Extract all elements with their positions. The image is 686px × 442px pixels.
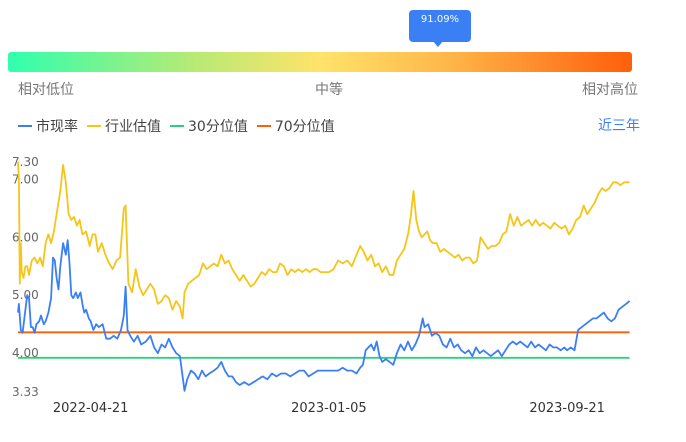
legend-label-p70: 70分位值 — [274, 119, 335, 135]
series-line-industry — [17, 161, 630, 320]
x-axis-ticks: 2022-04-21 2023-01-05 2023-09-21 — [53, 401, 605, 416]
mid-position-label: 中等 — [315, 82, 343, 98]
x-tick-label: 2023-09-21 — [529, 401, 605, 416]
high-position-label: 相对高位 — [582, 82, 638, 98]
chart-series — [17, 161, 631, 392]
x-tick-label: 2022-04-21 — [53, 401, 129, 416]
y-tick-label: 7.00 — [12, 172, 39, 186]
chart-legend: 市现率 行业估值 30分位值 70分位值 — [18, 116, 344, 136]
legend-swatch-industry — [87, 125, 101, 127]
legend-label-industry: 行业估值 — [105, 119, 161, 135]
percentile-value: 91.09% — [420, 14, 460, 25]
legend-label-p30: 30分位值 — [188, 119, 248, 135]
y-tick-label: 5.00 — [12, 288, 39, 302]
legend-item-p70[interactable]: 70分位值 — [256, 116, 335, 136]
y-tick-label: 3.33 — [12, 385, 39, 399]
percentile-bubble: 91.09% — [409, 10, 471, 42]
legend-item-p30[interactable]: 30分位值 — [170, 116, 248, 136]
legend-item-industry[interactable]: 行业估值 — [87, 116, 161, 136]
y-tick-label: 4.00 — [12, 346, 39, 360]
y-tick-label: 6.00 — [12, 230, 39, 244]
legend-item-pcf[interactable]: 市现率 — [18, 116, 78, 136]
legend-swatch-pcf — [18, 125, 32, 127]
legend-swatch-p70 — [256, 125, 271, 127]
percentile-pointer — [432, 40, 444, 47]
period-selector[interactable]: 近三年 — [598, 118, 640, 134]
y-tick-label: 7.30 — [12, 155, 39, 169]
legend-label-pcf: 市现率 — [36, 119, 78, 135]
x-tick-label: 2023-01-05 — [291, 401, 367, 416]
valuation-gradient-bar — [8, 52, 632, 72]
y-axis-ticks: 7.30 7.00 6.00 5.00 4.00 3.33 — [12, 155, 39, 399]
valuation-line-chart: 7.30 7.00 6.00 5.00 4.00 3.33 2022-04-21 2023-… — [12, 155, 631, 416]
series-line-pcf — [17, 239, 631, 392]
legend-swatch-p30 — [170, 125, 184, 127]
low-position-label: 相对低位 — [18, 82, 74, 98]
